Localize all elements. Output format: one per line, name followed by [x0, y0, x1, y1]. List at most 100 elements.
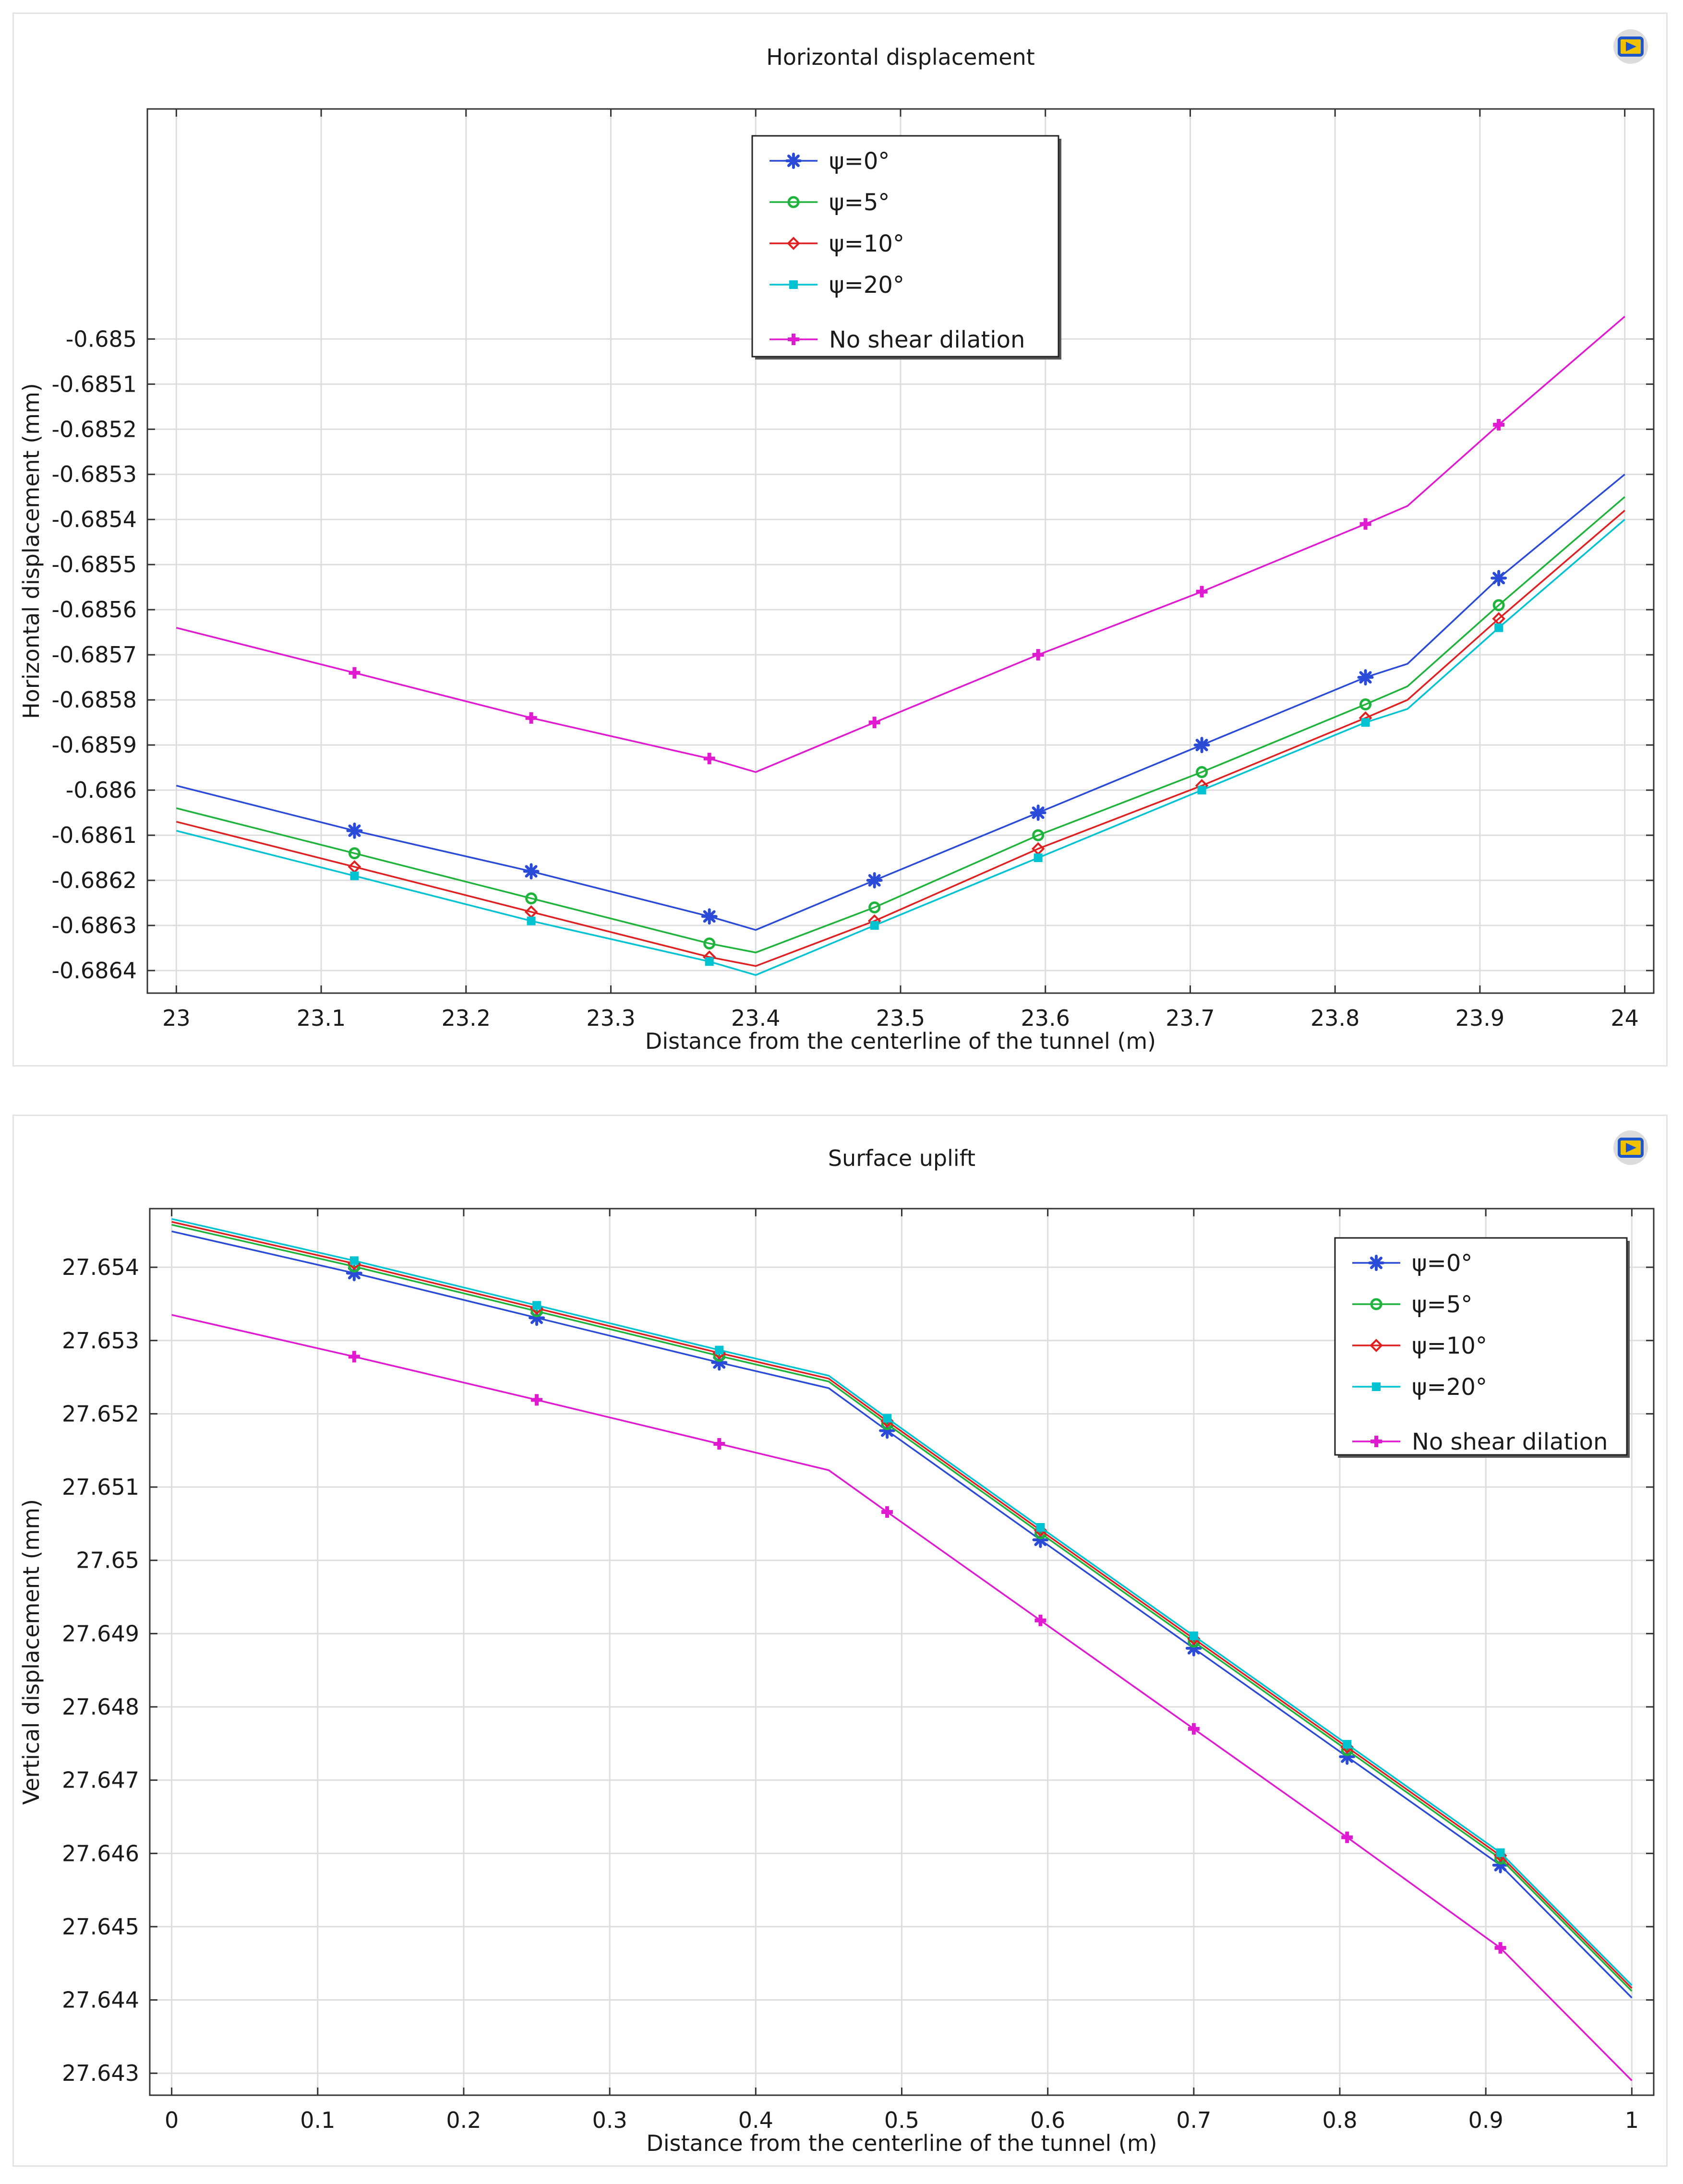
legend-item: No shear dilation: [1352, 1428, 1608, 1455]
series-marker: [1492, 1857, 1509, 1873]
series-marker: [703, 937, 716, 950]
x-tick-label: 0.1: [300, 2107, 335, 2133]
x-tick-label: 23.1: [297, 1005, 346, 1031]
series-marker: [1185, 1640, 1202, 1656]
y-tick-label: 27.651: [62, 1474, 139, 1500]
series-marker-core: [1190, 1726, 1197, 1732]
y-tick-label: 27.645: [62, 1914, 139, 1940]
series-line: [176, 473, 1625, 931]
x-tick-label: 23.7: [1166, 1005, 1214, 1031]
y-tick-label: -0.6855: [51, 552, 137, 577]
series-marker-core: [1344, 1834, 1350, 1840]
series-marker: [868, 901, 881, 913]
y-tick-label: 27.649: [62, 1620, 139, 1646]
legend-label: ψ=0°: [1412, 1250, 1472, 1277]
x-axis-label: Distance from the centerline of the tunn…: [645, 1028, 1156, 1054]
image-icon-glyph: [1626, 1143, 1636, 1152]
series-marker: [1492, 599, 1505, 612]
series-marker: [1036, 1523, 1045, 1532]
legend-label: ψ=10°: [829, 230, 904, 257]
x-tick-label: 0.5: [884, 2107, 919, 2133]
series-line: [176, 518, 1625, 976]
y-tick-label: 27.653: [62, 1328, 139, 1354]
series-marker: [1196, 766, 1208, 778]
x-tick-label: 23.2: [442, 1005, 491, 1031]
x-tick-label: 23.4: [731, 1005, 780, 1031]
series-marker-core: [1497, 1945, 1503, 1951]
series-marker: [883, 1414, 892, 1423]
y-tick-label: -0.6852: [51, 416, 137, 442]
series-marker-core: [884, 1509, 890, 1515]
series-marker: [1189, 1631, 1198, 1640]
legend-marker: [787, 237, 800, 250]
x-tick-label: 23.3: [586, 1005, 635, 1031]
legend-item: ψ=20°: [1352, 1374, 1487, 1401]
series-marker: [1494, 623, 1503, 632]
series-line: [176, 510, 1625, 967]
legend-marker: [1370, 1339, 1383, 1352]
series-marker: [529, 1309, 545, 1326]
y-tick-label: -0.6856: [51, 597, 137, 623]
series-marker: [1032, 1531, 1049, 1548]
x-tick-label: 23.6: [1021, 1005, 1070, 1031]
series-marker: [1496, 1848, 1505, 1857]
image-icon-glyph: [1626, 42, 1636, 51]
x-tick-label: 23.5: [876, 1005, 925, 1031]
series-marker: [870, 921, 879, 930]
series-line: [176, 315, 1625, 773]
legend-box: [1334, 1237, 1628, 1456]
legend-item: ψ=5°: [1352, 1291, 1472, 1318]
series-marker: [701, 908, 718, 925]
legend-marker: [789, 280, 798, 289]
series-marker: [1339, 1748, 1356, 1765]
chart-panel-horizontal-displacement: Horizontal displacement 23 23.1 23.2 23.3 23.…: [12, 12, 1668, 1067]
y-tick-label: 27.643: [62, 2060, 139, 2086]
legend-marker-core: [791, 336, 796, 342]
legend-label: ψ=5°: [829, 189, 890, 216]
series-marker: [349, 1256, 359, 1265]
x-tick-label: 0: [165, 2107, 179, 2133]
x-tick-label: 24: [1611, 1005, 1639, 1031]
y-tick-label: -0.685: [66, 326, 137, 352]
legend-item: No shear dilation: [769, 326, 1025, 353]
chart-title: Surface uplift: [828, 1145, 975, 1171]
legend-marker: [1370, 1298, 1382, 1310]
y-tick-label: -0.6851: [51, 371, 137, 397]
y-tick-label: -0.6862: [51, 867, 137, 893]
series-marker: [525, 892, 538, 905]
x-tick-label: 23.8: [1310, 1005, 1359, 1031]
y-tick-label: 27.654: [62, 1254, 139, 1280]
y-axis: 27.654 27.653 27.652 27.651 27.65 27.649 27.64…: [62, 1254, 1654, 2086]
legend-label: ψ=0°: [829, 148, 890, 175]
series-marker: [527, 916, 536, 925]
y-tick-label: 27.647: [62, 1767, 139, 1793]
legend-marker-core: [1373, 1439, 1379, 1444]
series-marker: [1197, 786, 1206, 795]
series-marker: [1193, 737, 1210, 754]
series-marker-core: [351, 1354, 357, 1360]
series-3: [176, 518, 1625, 976]
legend-marker: [1368, 1255, 1384, 1271]
series-marker: [879, 1422, 896, 1439]
y-tick-label: 27.65: [76, 1548, 139, 1573]
y-tick-label: 27.646: [62, 1840, 139, 1866]
series-3: [171, 1218, 1633, 1986]
legend: ψ=0° ψ=5° ψ=10° ψ=20° No shear dilation: [1334, 1237, 1630, 1458]
legend-item: ψ=5°: [769, 189, 890, 216]
legend-marker: [785, 153, 802, 169]
series-marker-core: [871, 720, 878, 726]
grid: [150, 1209, 1654, 2095]
series-marker: [346, 1265, 362, 1282]
x-tick-label: 0.9: [1468, 2107, 1503, 2133]
series-marker: [346, 822, 363, 839]
legend-item: ψ=10°: [1352, 1332, 1487, 1359]
legend-item: ψ=10°: [769, 230, 904, 257]
x-tick-label: 0.7: [1176, 2107, 1211, 2133]
y-axis-label: Vertical displacement (mm): [18, 1499, 44, 1805]
y-axis: -0.685 -0.6851 -0.6852 -0.6853 -0.6854 -0.685…: [51, 326, 1654, 984]
series-marker-core: [534, 1397, 540, 1403]
x-axis: 23 23.1 23.2 23.3 23.4 23.5 23.6 23.7 23.8 23.9 24: [162, 109, 1639, 1031]
series-marker: [705, 957, 714, 966]
series-marker: [1343, 1740, 1352, 1749]
